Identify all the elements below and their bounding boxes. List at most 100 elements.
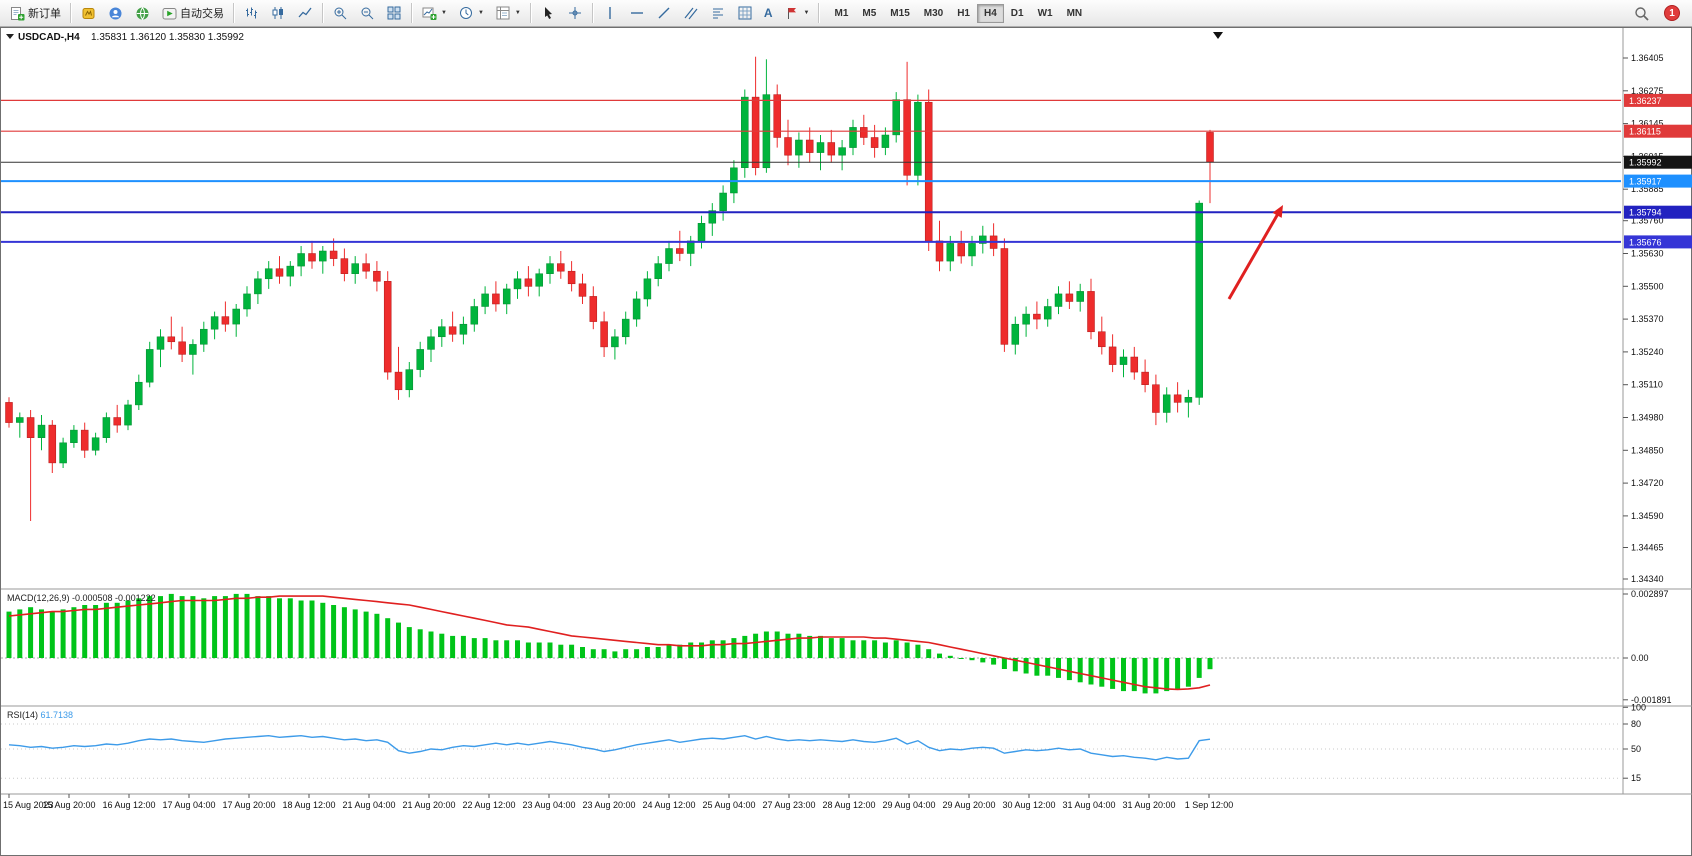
svg-text:21 Aug 20:00: 21 Aug 20:00 <box>402 800 455 810</box>
line-chart-button[interactable] <box>292 2 318 24</box>
dropdown-caret-icon: ▼ <box>514 10 521 16</box>
svg-text:22 Aug 12:00: 22 Aug 12:00 <box>462 800 515 810</box>
svg-text:29 Aug 20:00: 29 Aug 20:00 <box>942 800 995 810</box>
svg-text:1.36275: 1.36275 <box>1631 86 1664 96</box>
timeframe-m30-button[interactable]: M30 <box>923 7 944 19</box>
arrows-tool-button[interactable]: ▼ <box>779 2 815 24</box>
fibonacci-icon <box>710 5 726 21</box>
svg-text:21 Aug 04:00: 21 Aug 04:00 <box>342 800 395 810</box>
community-button[interactable] <box>129 2 155 24</box>
svg-text:1.36115: 1.36115 <box>1629 127 1661 137</box>
vertical-line-tool-button[interactable] <box>597 2 623 24</box>
new-order-label: 新订单 <box>28 8 61 20</box>
svg-text:1.36237: 1.36237 <box>1629 96 1662 106</box>
svg-text:27 Aug 23:00: 27 Aug 23:00 <box>762 800 815 810</box>
ohlc-readout: 1.35831 1.36120 1.35830 1.35992 <box>91 32 244 43</box>
horizontal-line-icon <box>629 5 645 21</box>
candlestick-chart-button[interactable] <box>265 2 291 24</box>
svg-text:1.36405: 1.36405 <box>1631 53 1664 63</box>
dropdown-caret-icon: ▼ <box>477 10 484 16</box>
fibonacci-tool-button[interactable] <box>705 2 731 24</box>
periods-clock-icon <box>458 5 474 21</box>
timeframe-m5-button[interactable]: M5 <box>862 7 877 19</box>
search-button[interactable] <box>1628 2 1654 24</box>
new-chart-icon <box>421 5 437 21</box>
chart-shift-marker[interactable] <box>1213 32 1223 39</box>
svg-text:1.34980: 1.34980 <box>1631 413 1664 423</box>
svg-text:1.35794: 1.35794 <box>1629 208 1662 218</box>
new-chart-button[interactable]: ▼ <box>416 2 452 24</box>
svg-text:1.35917: 1.35917 <box>1629 177 1662 187</box>
svg-text:23 Aug 20:00: 23 Aug 20:00 <box>582 800 635 810</box>
svg-text:1.35630: 1.35630 <box>1631 249 1664 259</box>
search-icon <box>1633 5 1649 21</box>
panel-separators[interactable] <box>1 588 1692 795</box>
svg-text:31 Aug 20:00: 31 Aug 20:00 <box>1122 800 1175 810</box>
zoom-out-button[interactable] <box>354 2 380 24</box>
trendline-tool-button[interactable] <box>651 2 677 24</box>
svg-text:31 Aug 04:00: 31 Aug 04:00 <box>1062 800 1115 810</box>
timeframe-mn-button[interactable]: MN <box>1066 7 1083 19</box>
svg-text:29 Aug 04:00: 29 Aug 04:00 <box>882 800 935 810</box>
symbol-dropdown-icon <box>6 34 14 39</box>
metaeditor-icon <box>80 5 96 21</box>
svg-text:50: 50 <box>1631 744 1641 754</box>
symbol-period-label: USDCAD-,H4 <box>18 32 80 43</box>
svg-text:1.34720: 1.34720 <box>1631 478 1664 488</box>
svg-text:1.35110: 1.35110 <box>1631 380 1663 390</box>
tile-windows-button[interactable] <box>381 2 407 24</box>
timeframe-h1-button[interactable]: H1 <box>957 7 970 19</box>
zoom-in-button[interactable] <box>327 2 353 24</box>
shapes-tool-button[interactable] <box>732 2 758 24</box>
templates-button[interactable]: ▼ <box>490 2 526 24</box>
notification-badge[interactable]: 1 <box>1664 5 1680 21</box>
svg-text:1 Sep 12:00: 1 Sep 12:00 <box>1185 800 1234 810</box>
price-badges: 1.36237 1.36115 1.35992 1.35917 1.35794 1.356… <box>1624 93 1692 249</box>
new-order-icon <box>9 5 25 21</box>
zoom-out-icon <box>359 5 375 21</box>
horizontal-level-lines[interactable] <box>1 99 1621 243</box>
horizontal-line-tool-button[interactable] <box>624 2 650 24</box>
svg-text:1.34465: 1.34465 <box>1631 543 1664 553</box>
chart-canvas[interactable]: 1.364051.362751.361451.360151.358851.357… <box>1 28 1692 856</box>
timeframe-m15-button[interactable]: M15 <box>890 7 910 19</box>
timeframe-h4-button[interactable]: H4 <box>977 3 1004 23</box>
rsi-panel: 100 80 50 15 RSI(14) 61.7138 <box>1 702 1646 783</box>
svg-text:17 Aug 04:00: 17 Aug 04:00 <box>162 800 215 810</box>
crosshair-icon <box>567 5 583 21</box>
profile-button[interactable] <box>102 2 128 24</box>
toolbar-separator <box>70 3 71 23</box>
svg-text:1.35760: 1.35760 <box>1631 216 1664 226</box>
timeframe-d1-button[interactable]: D1 <box>1010 7 1024 19</box>
toolbar-separator <box>591 3 593 23</box>
crosshair-button[interactable] <box>562 2 588 24</box>
periods-button[interactable]: ▼ <box>453 2 489 24</box>
cursor-button[interactable] <box>535 2 561 24</box>
rsi-line <box>8 734 1211 761</box>
arrow-annotation[interactable] <box>1227 205 1283 300</box>
channel-tool-button[interactable] <box>678 2 704 24</box>
svg-text:0.00: 0.00 <box>1631 653 1649 663</box>
svg-text:100: 100 <box>1631 702 1646 712</box>
trendline-icon <box>656 5 672 21</box>
svg-text:25 Aug 04:00: 25 Aug 04:00 <box>702 800 755 810</box>
toolbar: 新订单 自动交易 <box>0 0 1692 27</box>
community-icon <box>134 5 150 21</box>
bar-chart-button[interactable] <box>238 2 264 24</box>
timeframe-w1-button[interactable]: W1 <box>1037 7 1053 19</box>
macd-panel: MACD(12,26,9) -0.000508 -0.001222 0.00289… <box>1 589 1672 705</box>
metaeditor-button[interactable] <box>75 2 101 24</box>
toolbar-separator <box>322 3 323 23</box>
svg-text:15 Aug 2023: 15 Aug 2023 <box>3 800 54 810</box>
templates-icon <box>495 5 511 21</box>
toolbar-separator <box>233 3 234 23</box>
text-tool-button[interactable]: A <box>759 2 778 24</box>
timeframe-group: M1 M5 M15 M30 H1 H4 D1 W1 MN <box>827 3 1089 23</box>
svg-text:1.36145: 1.36145 <box>1631 119 1664 129</box>
svg-text:15: 15 <box>1631 773 1641 783</box>
svg-text:15 Aug 20:00: 15 Aug 20:00 <box>42 800 95 810</box>
new-order-button[interactable]: 新订单 <box>4 2 66 24</box>
bar-chart-icon <box>243 5 259 21</box>
autotrading-button[interactable]: 自动交易 <box>156 2 229 24</box>
timeframe-m1-button[interactable]: M1 <box>834 7 849 19</box>
